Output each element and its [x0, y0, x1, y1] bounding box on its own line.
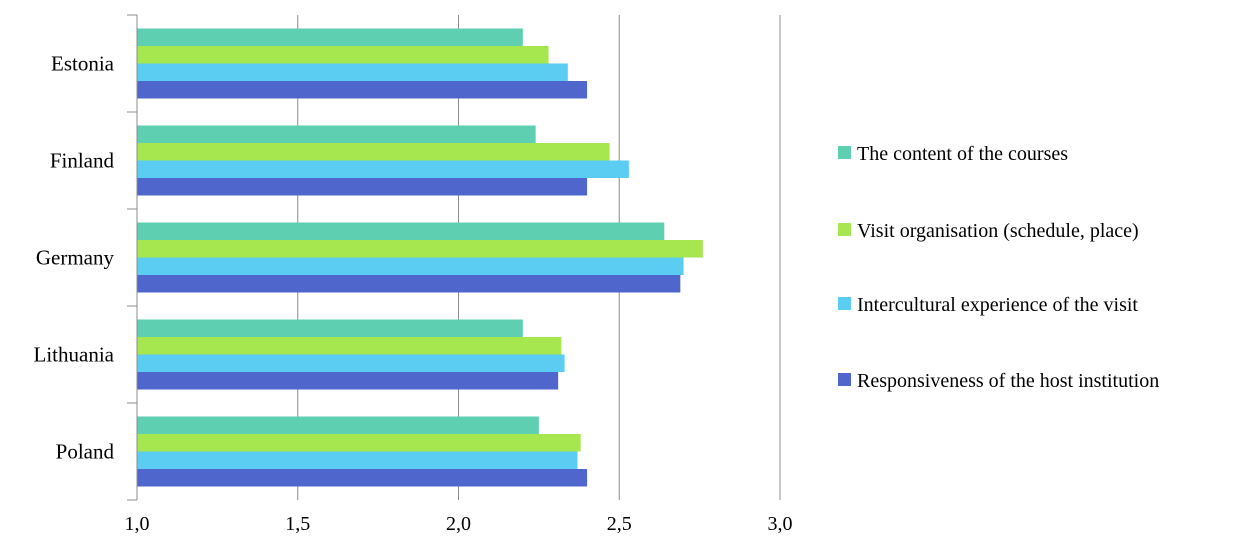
category-label: Finland: [50, 149, 115, 173]
bar: [137, 240, 703, 258]
legend-label: Visit organisation (schedule, place): [857, 220, 1139, 242]
bar: [137, 160, 629, 178]
bar: [137, 257, 684, 275]
bar: [137, 337, 562, 355]
category-label: Poland: [56, 440, 115, 464]
bar: [137, 63, 568, 81]
bar: [137, 125, 536, 143]
legend-swatch: [838, 146, 851, 159]
bar: [137, 143, 610, 161]
bar: [137, 319, 523, 337]
x-tick-labels: 1,0 1,5 2,0 2,5 3,0: [125, 513, 793, 535]
x-tick-label: 1,0: [125, 513, 150, 535]
bar: [137, 451, 578, 469]
legend-label: Intercultural experience of the visit: [857, 294, 1138, 316]
category-labels: Estonia Finland Germany Lithuania Poland: [34, 52, 115, 464]
legend-swatch: [838, 223, 851, 236]
bar: [137, 178, 588, 196]
legend-swatch: [838, 373, 851, 386]
category-label: Germany: [36, 246, 115, 270]
bar: [137, 372, 559, 390]
x-tick-label: 2,0: [446, 513, 471, 535]
axes: [127, 14, 138, 501]
bars: [137, 28, 703, 487]
bar: [137, 416, 539, 434]
x-tick-label: 2,5: [607, 513, 632, 535]
legend-label: The content of the courses: [857, 143, 1068, 165]
bar: [137, 28, 523, 46]
bar: [137, 434, 581, 452]
legend-label: Responsiveness of the host institution: [857, 370, 1159, 392]
bar: [137, 275, 681, 293]
bar: [137, 469, 588, 487]
x-tick-label: 1,5: [285, 513, 310, 535]
bar: [137, 81, 588, 99]
legend: The content of the courses Visit organisa…: [838, 143, 1159, 392]
x-tick-label: 3,0: [768, 513, 793, 535]
category-label: Estonia: [51, 52, 115, 76]
bar: [137, 354, 565, 372]
bar: [137, 222, 665, 240]
bar: [137, 46, 549, 64]
legend-swatch: [838, 297, 851, 310]
category-label: Lithuania: [34, 343, 115, 367]
